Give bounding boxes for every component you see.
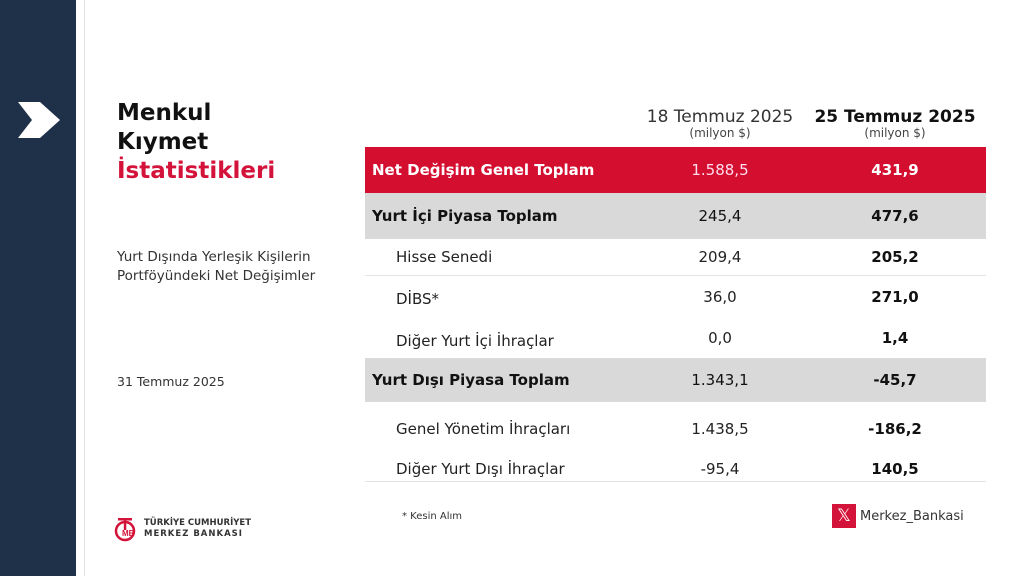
row-label: DİBS* (396, 290, 440, 308)
row-label: Diğer Yurt Dışı İhraçlar (396, 459, 565, 478)
sidebar (0, 0, 76, 576)
column-date: 25 Temmuz 2025 (814, 107, 976, 127)
value-cell: 36,0 (703, 288, 737, 306)
row-label: Yurt İçi Piyasa Toplam (372, 207, 558, 225)
row-label: Yurt Dışı Piyasa Toplam (372, 371, 570, 389)
table-row: Diğer Yurt İçi İhraçlar 0,0 1,4 (365, 318, 986, 358)
table-row: Yurt Dışı Piyasa Toplam 1.343,1 -45,7 (365, 358, 986, 402)
column-date: 18 Temmuz 2025 (646, 107, 794, 127)
value-cell: 245,4 (698, 207, 742, 225)
value-cell: 140,5 (871, 459, 919, 478)
table-row: Hisse Senedi 209,4 205,2 (365, 239, 986, 276)
value-cell: 1.438,5 (691, 420, 749, 438)
title-line: Kıymet (117, 129, 209, 155)
subtitle-line: Yurt Dışında Yerleşik Kişilerin (117, 249, 311, 265)
table-row: DİBS* 36,0 271,0 (365, 276, 986, 318)
page-title: Menkul Kıymet İstatistikleri (117, 99, 275, 186)
value-cell: -95,4 (700, 459, 740, 478)
divider (84, 0, 85, 576)
logo-text: MERKEZ BANKASI (144, 529, 243, 539)
x-logo-icon: 𝕏 (832, 504, 856, 528)
title-line: İstatistikleri (117, 158, 276, 184)
value-cell: 1,4 (881, 329, 909, 347)
chevron-right-icon (18, 102, 60, 138)
value-cell: -186,2 (868, 420, 922, 438)
row-label: Diğer Yurt İçi İhraçlar (396, 332, 554, 350)
column-unit: (milyon $) (689, 126, 751, 140)
social-handle: Merkez_Bankasi (860, 508, 964, 524)
value-cell: 1.588,5 (691, 161, 749, 179)
row-label: Genel Yönetim İhraçları (396, 420, 571, 438)
column-header-2: 25 Temmuz 2025 (milyon $) (795, 107, 995, 140)
subtitle-line: Portföyündeki Net Değişimler (117, 268, 316, 284)
value-cell: -45,7 (873, 371, 917, 389)
value-cell: 431,9 (871, 161, 919, 179)
row-label: Net Değişim Genel Toplam (372, 161, 595, 179)
value-cell: 271,0 (871, 288, 919, 306)
column-header-1: 18 Temmuz 2025 (milyon $) (620, 107, 820, 140)
table-row: Genel Yönetim İhraçları 1.438,5 -186,2 (365, 402, 986, 456)
cbrt-logo: MB TÜRKİYE CUMHURİYET MERKEZ BANKASI (114, 516, 251, 542)
value-cell: 209,4 (698, 248, 742, 266)
value-cell: 477,6 (871, 207, 919, 225)
value-cell: 205,2 (871, 248, 919, 266)
column-unit: (milyon $) (864, 126, 926, 140)
svg-text:MB: MB (122, 529, 135, 538)
logo-text: TÜRKİYE CUMHURİYET (144, 518, 251, 528)
title-line: Menkul (117, 100, 212, 126)
table-row: Yurt İçi Piyasa Toplam 245,4 477,6 (365, 193, 986, 239)
table-row: Net Değişim Genel Toplam 1.588,5 431,9 (365, 147, 986, 193)
cbrt-emblem-icon: MB (114, 518, 136, 542)
table-row: Diğer Yurt Dışı İhraçlar -95,4 140,5 (365, 456, 986, 482)
value-cell: 0,0 (708, 329, 732, 347)
report-date: 31 Temmuz 2025 (117, 374, 225, 389)
social-link[interactable]: 𝕏 Merkez_Bankasi (832, 504, 964, 528)
subtitle: Yurt Dışında Yerleşik Kişilerin Portföyü… (117, 248, 315, 286)
row-label: Hisse Senedi (396, 248, 493, 266)
value-cell: 1.343,1 (691, 371, 749, 389)
footnote: * Kesin Alım (402, 511, 463, 522)
